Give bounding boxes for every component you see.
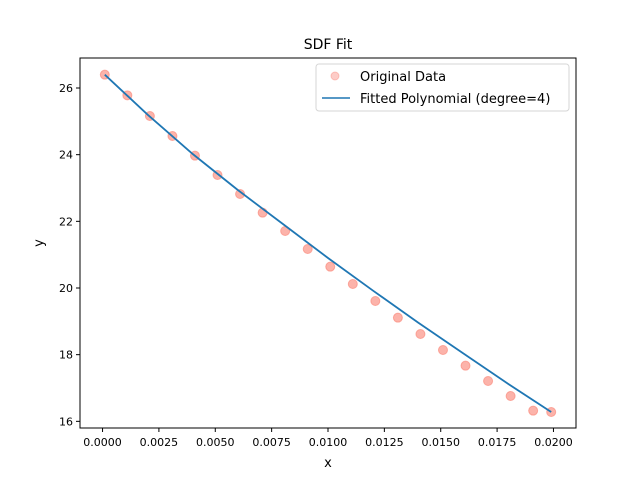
x-axis-label: x: [324, 456, 332, 471]
y-axis-label: y: [32, 239, 47, 247]
scatter-point: [371, 297, 380, 306]
y-tick-label: 22: [59, 215, 73, 228]
x-tick-label: 0.0100: [309, 436, 348, 449]
x-axis: 0.0000 0.0025 0.0050 0.0075 0.0100 0.0125 0.01…: [83, 428, 572, 449]
scatter-point: [326, 262, 335, 271]
x-tick-label: 0.0075: [252, 436, 291, 449]
scatter-point: [348, 280, 357, 289]
y-tick-label: 16: [59, 415, 73, 428]
legend-marker-original-data: [331, 72, 339, 80]
legend-label-original-data: Original Data: [360, 70, 446, 85]
x-tick-label: 0.0150: [421, 436, 460, 449]
scatter-point: [461, 361, 470, 370]
legend: Original Data Fitted Polynomial (degree=…: [316, 64, 569, 111]
x-tick-label: 0.0125: [365, 436, 404, 449]
y-tick-label: 24: [59, 149, 73, 162]
x-tick-label: 0.0175: [478, 436, 517, 449]
scatter-point: [529, 406, 538, 415]
data-layer: [100, 70, 555, 416]
y-tick-label: 18: [59, 349, 73, 362]
y-axis: 16 18 20 22 24 26: [59, 82, 80, 428]
scatter-point: [484, 377, 493, 386]
fitted-polynomial-line: [105, 75, 551, 412]
x-tick-label: 0.0050: [196, 436, 235, 449]
scatter-point: [438, 346, 447, 355]
x-tick-label: 0.0000: [83, 436, 122, 449]
plot-frame: [80, 58, 576, 428]
scatter-point: [393, 313, 402, 322]
y-tick-label: 20: [59, 282, 73, 295]
legend-label-fitted-polynomial: Fitted Polynomial (degree=4): [360, 92, 550, 107]
chart-title: SDF Fit: [304, 37, 353, 53]
scatter-point: [506, 392, 515, 401]
x-tick-label: 0.0200: [534, 436, 573, 449]
x-tick-label: 0.0025: [140, 436, 179, 449]
scatter-point: [416, 330, 425, 339]
y-tick-label: 26: [59, 82, 73, 95]
